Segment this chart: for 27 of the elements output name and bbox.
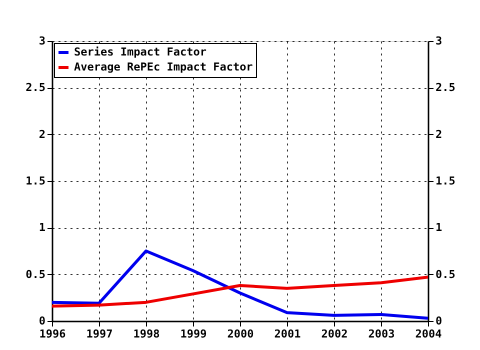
- y2-tick-label: 1: [436, 221, 442, 234]
- y-tick-label: 0: [38, 314, 46, 328]
- y-tick-label: 2: [38, 128, 46, 141]
- y2-tick-label: 3: [436, 34, 442, 48]
- x-tick-label: 2001: [274, 328, 302, 340]
- y-tick-label: 0.5: [26, 268, 46, 281]
- y-tick-label: 1: [38, 221, 46, 234]
- y2-tick-label: 1.5: [436, 174, 456, 188]
- y2-tick-label: 0.5: [436, 268, 456, 281]
- legend-label: Average RePEc Impact Factor: [74, 60, 254, 74]
- x-tick-label: 2002: [321, 328, 348, 340]
- x-tick-label: 2000: [227, 328, 254, 340]
- y-tick-label: 3: [38, 34, 46, 48]
- y2-tick-label: 2: [436, 128, 442, 141]
- x-tick-label: 1996: [39, 328, 66, 340]
- legend-label: Series Impact Factor: [74, 46, 207, 58]
- line-series: [52, 276, 428, 308]
- y2-tick-label: 2.5: [436, 81, 456, 94]
- x-tick-label: 1997: [86, 328, 113, 340]
- y2-tick-label: 0: [436, 314, 442, 328]
- x-tick-label: 1998: [133, 328, 160, 340]
- line-series: [52, 250, 428, 320]
- x-tick-label: 2003: [368, 328, 395, 340]
- x-tick-label: 1999: [180, 328, 207, 340]
- x-tick-label: 2004: [415, 328, 442, 340]
- y-tick-label: 2.5: [26, 81, 46, 94]
- y-tick-label: 1.5: [26, 174, 46, 188]
